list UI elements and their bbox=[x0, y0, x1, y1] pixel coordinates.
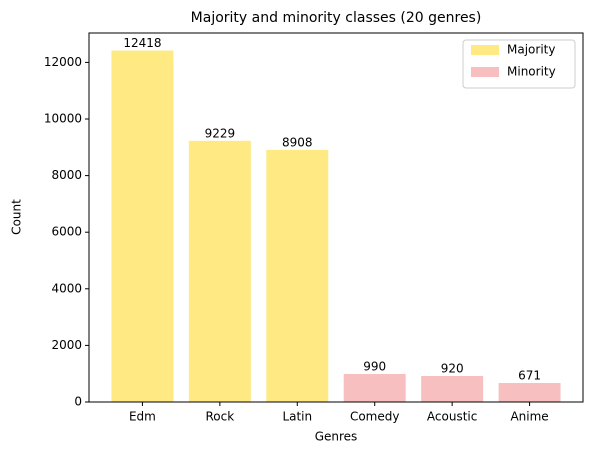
y-tick-label: 10000 bbox=[44, 112, 82, 126]
bar bbox=[498, 383, 561, 402]
legend-swatch bbox=[471, 45, 499, 55]
y-axis-label: Count bbox=[10, 199, 24, 235]
x-tick-label: Comedy bbox=[350, 410, 400, 424]
y-tick-label: 6000 bbox=[51, 225, 82, 239]
bar bbox=[343, 373, 406, 402]
y-tick-label: 4000 bbox=[51, 281, 82, 295]
plot-frame bbox=[88, 32, 584, 403]
x-tick-label: Anime bbox=[510, 410, 548, 424]
bar bbox=[188, 140, 251, 403]
y-tick-label: 2000 bbox=[51, 338, 82, 352]
bar bbox=[421, 375, 484, 402]
y-tick-label: 8000 bbox=[51, 168, 82, 182]
y-tick-label: 12000 bbox=[44, 55, 82, 69]
legend-swatch bbox=[471, 67, 499, 77]
data-label: 9229 bbox=[205, 126, 236, 140]
x-tick-label: Latin bbox=[282, 410, 312, 424]
bar bbox=[266, 149, 329, 402]
chart-title: Majority and minority classes (20 genres… bbox=[191, 10, 482, 26]
data-label: 920 bbox=[441, 361, 464, 375]
x-tick-label: Edm bbox=[129, 410, 156, 424]
legend-label: Majority bbox=[507, 43, 555, 57]
bar bbox=[111, 50, 174, 402]
data-label: 990 bbox=[363, 359, 386, 373]
x-tick-label: Rock bbox=[206, 410, 235, 424]
data-label: 8908 bbox=[282, 135, 313, 149]
y-tick-label: 0 bbox=[74, 395, 82, 409]
x-axis-label: Genres bbox=[315, 430, 358, 444]
data-label: 671 bbox=[518, 369, 541, 383]
legend-label: Minority bbox=[507, 65, 556, 79]
data-label: 12418 bbox=[123, 36, 161, 50]
x-tick-label: Acoustic bbox=[427, 410, 477, 424]
